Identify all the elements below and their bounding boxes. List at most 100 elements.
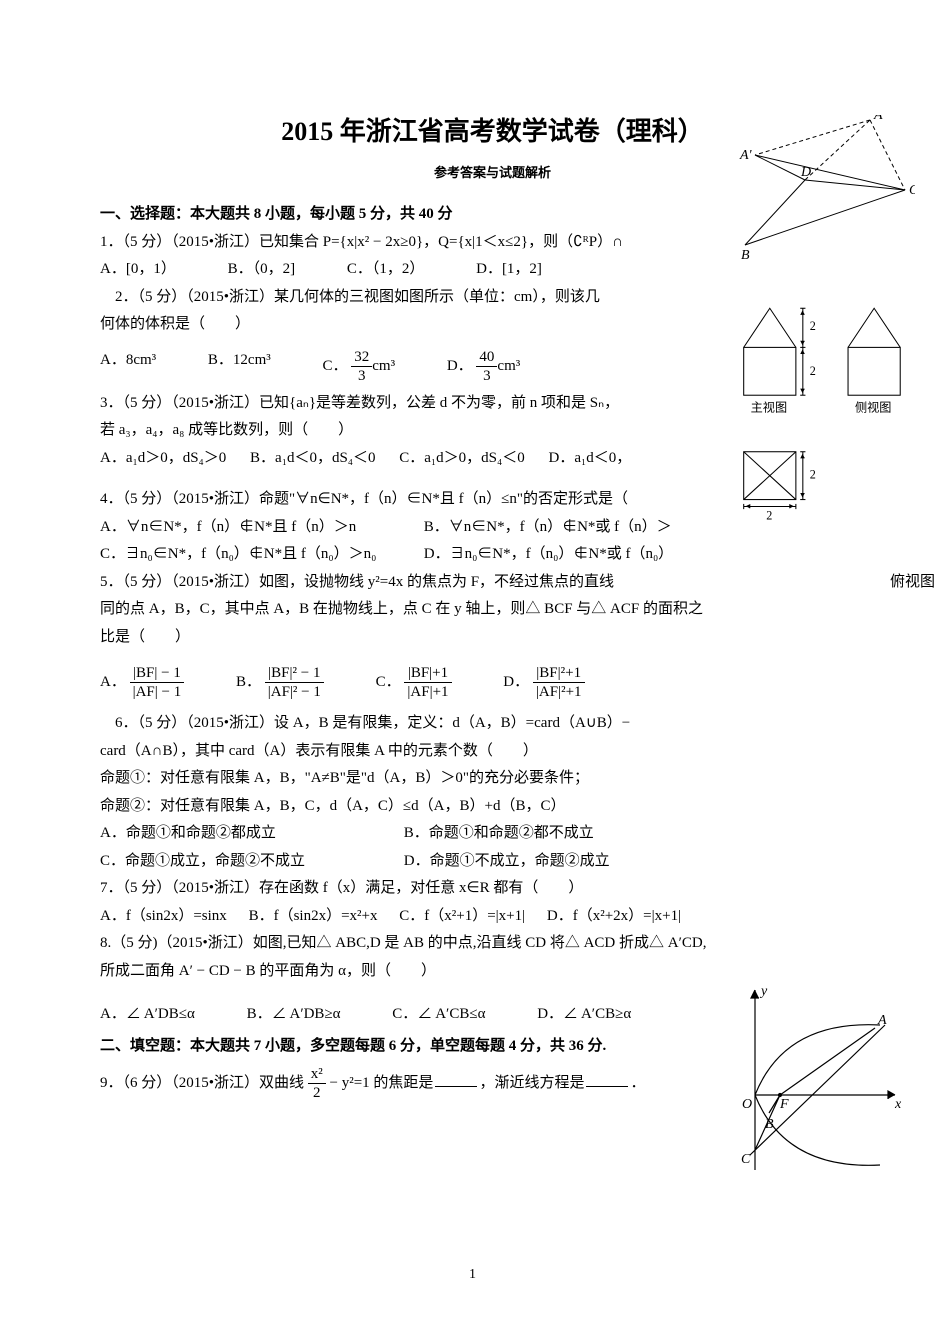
q9-blank-1 [435,1072,477,1087]
q1-text: 1．（5 分）（2015•浙江）已知集合 P={x|x² − 2x≥0}，Q={… [100,230,740,256]
q5-text-c: 比是（ ） [100,625,885,651]
q1-opt-b: B．（0，2] [228,257,296,283]
q7-text: 7．（5 分）（2015•浙江）存在函数 f（x）满足，对任意 x∈R 都有（ … [100,876,885,902]
q1-opt-c: C．（1，2） [347,257,425,283]
q2-options: A．8cm³ B．12cm³ C． 32 3 cm³ D． 40 3 cm³ [100,348,740,385]
q7-opt-c: C．f（x²+1）=|x+1| [399,904,525,930]
q3-opt-a: A．a₁d＞0，dS₄＞0 [100,446,226,472]
parabola-B: B [765,1117,774,1132]
q1-opt-a: A．[0，1） [100,257,176,283]
q9-blank-2 [586,1072,628,1087]
q4-opt-b: B．∀n∈N*，f（n）∉N*或 f（n）＞ [424,515,672,541]
q3-options: A．a₁d＞0，dS₄＞0 B．a₁d＜0，dS₄＜0 C．a₁d＞0，dS₄＜… [100,446,740,472]
dim-2b: 2 [810,364,816,378]
q8-opt-a: A．∠ A′DB≤α [100,1002,195,1028]
q4-options-row2: C．∃n₀∈N*，f（n₀）∉N*且 f（n₀）＞n₀ D．∃n₀∈N*，f（n… [100,542,740,568]
q5-opt-b-num: |BF|² − 1 [265,664,324,683]
q5-opt-a-pre: A． [100,674,126,690]
q2-opt-d-num: 40 [476,348,497,367]
q5-text-a: 5．（5 分）（2015•浙江）如图，设抛物线 y²=4x 的焦点为 F，不经过… [100,570,900,596]
parabola-y: y [759,984,768,999]
q2-text-b: 何体的体积是（ ） [100,312,740,338]
q5-opt-a-frac: |BF| − 1 |AF| − 1 [130,664,185,701]
q5-opt-d-pre: D． [503,674,529,690]
q5-opt-b-pre: B． [236,674,261,690]
q2-opt-c-den: 3 [351,367,372,385]
q9-num: x² [308,1065,326,1084]
q3-opt-c: C．a₁d＞0，dS₄＜0 [399,446,524,472]
q6-options-row2: C．命题①成立，命题②不成立 D．命题①不成立，命题②成立 [100,849,885,875]
q8-opt-d: D．∠ A′CB≥α [537,1002,631,1028]
q9-intro: 9．（6 分）（2015•浙江）双曲线 [100,1075,304,1091]
q6-text-d: 命题②：对任意有限集 A，B，C，d（A，C）≤d（A，B）+d（B，C） [100,794,885,820]
q2-opt-b: B．12cm³ [208,348,271,374]
diagram-parabola: x y O A B C F [735,980,905,1180]
q5-text-b: 同的点 A，B，C，其中点 A，B 在抛物线上，点 C 在 y 轴上，则△ BC… [100,597,885,623]
q5-options: A． |BF| − 1 |AF| − 1 B． |BF|² − 1 |AF|² … [100,664,885,701]
q7-opt-a: A．f（sin2x）=sinx [100,904,227,930]
q3-text-a: 3．（5 分）（2015•浙江）已知{aₙ}是等差数列，公差 d 不为零，前 n… [100,391,740,417]
q6-opt-c: C．命题①成立，命题②不成立 [100,849,400,875]
q2-opt-d-suf: cm³ [497,358,520,374]
q2-text-a: 2．（5 分）（2015•浙江）某几何体的三视图如图所示（单位：cm），则该几 [100,285,740,311]
q6-options-row1: A．命题①和命题②都成立 B．命题①和命题②都不成立 [100,821,885,847]
q7-opt-b: B．f（sin2x）=x²+x [249,904,378,930]
q2-opt-c-pre: C． [322,358,347,374]
top-view-label: 俯视图 [890,570,935,596]
q5-opt-a-den: |AF| − 1 [130,683,185,701]
q2-opt-d-pre: D． [447,358,473,374]
parabola-A: A [877,1013,887,1028]
q4-text: 4．（5 分）（2015•浙江）命题"∀n∈N*，f（n）∈N*且 f（n）≤n… [100,487,740,513]
q8-opt-b: B．∠ A′DB≥α [247,1002,341,1028]
parabola-O: O [742,1097,752,1112]
q5-opt-d-frac: |BF|²+1 |AF|²+1 [533,664,585,701]
q4-opt-d: D．∃n₀∈N*，f（n₀）∉N*或 f（n₀） [424,542,673,568]
q2-opt-d-frac: 40 3 [476,348,497,385]
q6-opt-a: A．命题①和命题②都成立 [100,821,400,847]
section-1-header: 一、选择题：本大题共 8 小题，每小题 5 分，共 40 分 [100,202,740,228]
q4-opt-a: A．∀n∈N*，f（n）∉N*且 f（n）＞n [100,515,420,541]
q8-text-a: 8.（5 分)（2015•浙江）如图,已知△ ABC,D 是 AB 的中点,沿直… [100,931,885,957]
q7-options: A．f（sin2x）=sinx B．f（sin2x）=x²+x C．f（x²+1… [100,904,885,930]
q5-opt-b-den: |AF|² − 1 [265,683,324,701]
q4-options-row1: A．∀n∈N*，f（n）∉N*且 f（n）＞n B．∀n∈N*，f（n）∉N*或… [100,515,740,541]
q6-text-c: 命题①：对任意有限集 A，B，"A≠B"是"d（A，B）＞0"的充分必要条件； [100,766,885,792]
q9-rest: − y²=1 的焦距是 [326,1075,434,1091]
q1-opt-d: D．[1，2] [476,257,542,283]
q5-opt-d-den: |AF|²+1 [533,683,585,701]
q9-den: 2 [308,1084,326,1102]
q2-opt-a: A．8cm³ [100,348,156,374]
q5-opt-c-den: |AF|+1 [404,683,451,701]
q6-text-a: 6．（5 分）（2015•浙江）设 A，B 是有限集，定义：d（A，B）=car… [100,711,885,737]
q6-opt-d: D．命题①不成立，命题②成立 [404,849,610,875]
dim-2c: 2 [810,468,816,482]
q5-opt-c-num: |BF|+1 [404,664,451,683]
q5-opt-a-num: |BF| − 1 [130,664,185,683]
diagram-top-fold: A A' B C D [735,115,915,270]
page-number: 1 [0,1263,945,1287]
q5-opt-c-pre: C． [376,674,401,690]
q6-opt-b: B．命题①和命题②都不成立 [404,821,594,847]
parabola-F: F [779,1097,789,1112]
q7-opt-d: D．f（x²+2x）=|x+1| [547,904,681,930]
q3-text-b: 若 a₃，a₄，a₈ 成等比数列，则（ ） [100,418,740,444]
q2-opt-c-suf: cm³ [372,358,395,374]
q9-frac: x² 2 [308,1065,326,1102]
q2-opt-d: D． 40 3 cm³ [447,348,520,385]
q6-text-b: card（A∩B），其中 card（A）表示有限集 A 中的元素个数（ ） [100,739,885,765]
q5-opt-b: B． |BF|² − 1 |AF|² − 1 [236,664,324,701]
diagram-top-label-D: D [800,165,811,180]
dim-2d: 2 [766,509,772,523]
diagram-top-label-B: B [741,248,750,263]
q9-rest2: ，渐近线方程是 [479,1075,584,1091]
q5-opt-c: C． |BF|+1 |AF|+1 [376,664,452,701]
q5-text-a-span: 5．（5 分）（2015•浙江）如图，设抛物线 y²=4x 的焦点为 F，不经过… [100,574,614,590]
diagram-top-label-Ap: A' [739,148,753,163]
parabola-C: C [741,1152,751,1167]
q5-opt-b-frac: |BF|² − 1 |AF|² − 1 [265,664,324,701]
main-view-label: 主视图 [751,400,787,415]
diagram-top-label-C: C [909,183,915,198]
dim-2a: 2 [810,319,816,333]
q3-opt-d: D．a₁d＜0， [548,446,631,472]
side-view-label: 侧视图 [855,400,891,415]
